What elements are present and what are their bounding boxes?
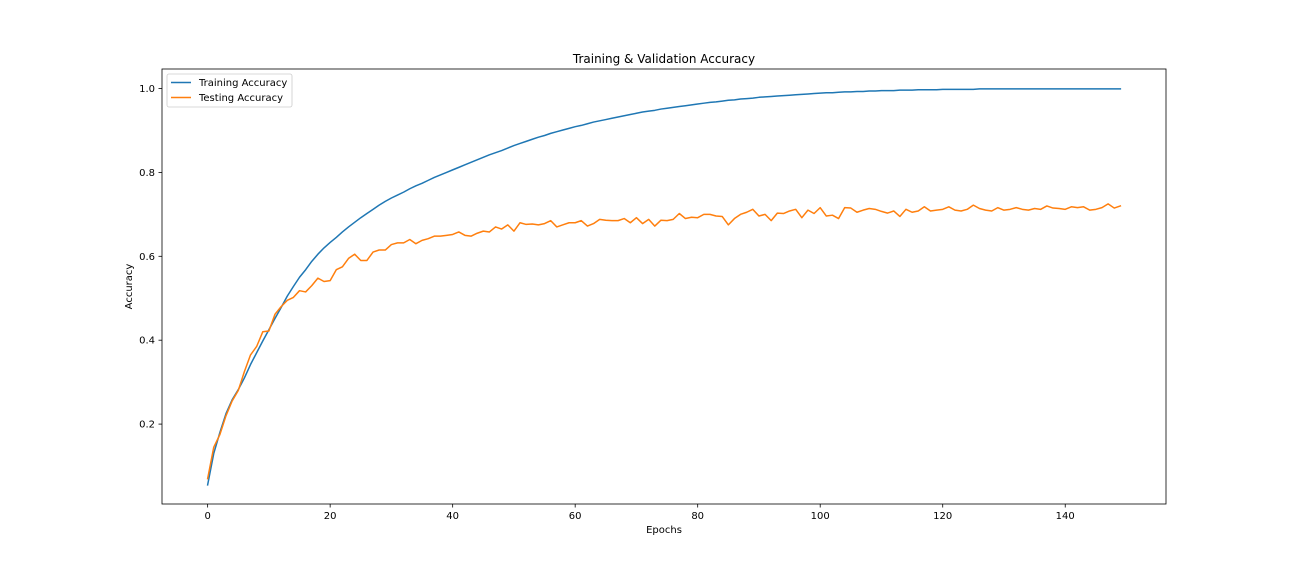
y-tick-label: 0.6 bbox=[139, 252, 155, 263]
y-tick-label: 0.4 bbox=[139, 336, 155, 347]
x-tick-label: 20 bbox=[324, 511, 337, 522]
y-tick-label: 0.8 bbox=[139, 168, 155, 179]
y-axis-label: Accuracy bbox=[124, 264, 135, 310]
series-line-testing-accuracy bbox=[206, 203, 1122, 480]
plot-area-frame bbox=[161, 68, 1167, 505]
x-axis-ticks: 0 20 40 60 80 100 120 140 bbox=[204, 504, 1075, 522]
x-tick-label: 60 bbox=[569, 511, 582, 522]
chart-title: Training & Validation Accuracy bbox=[572, 52, 755, 66]
x-axis-label: Epochs bbox=[646, 525, 682, 536]
legend-label: Testing Accuracy bbox=[198, 93, 283, 104]
series-lines bbox=[206, 88, 1122, 486]
y-axis-ticks: 0.2 0.4 0.6 0.8 1.0 bbox=[139, 84, 162, 431]
legend: Training Accuracy Testing Accuracy bbox=[166, 73, 293, 108]
axes bbox=[161, 68, 1167, 505]
legend-box bbox=[166, 73, 293, 108]
y-tick-label: 0.2 bbox=[139, 420, 155, 431]
x-tick-label: 80 bbox=[691, 511, 704, 522]
x-tick-label: 120 bbox=[933, 511, 952, 522]
y-tick-label: 1.0 bbox=[139, 84, 155, 95]
x-tick-label: 100 bbox=[811, 511, 830, 522]
x-tick-label: 40 bbox=[446, 511, 459, 522]
series-line-training-accuracy bbox=[206, 88, 1122, 486]
x-tick-label: 0 bbox=[204, 511, 210, 522]
x-tick-label: 140 bbox=[1056, 511, 1075, 522]
legend-label: Training Accuracy bbox=[198, 78, 287, 89]
